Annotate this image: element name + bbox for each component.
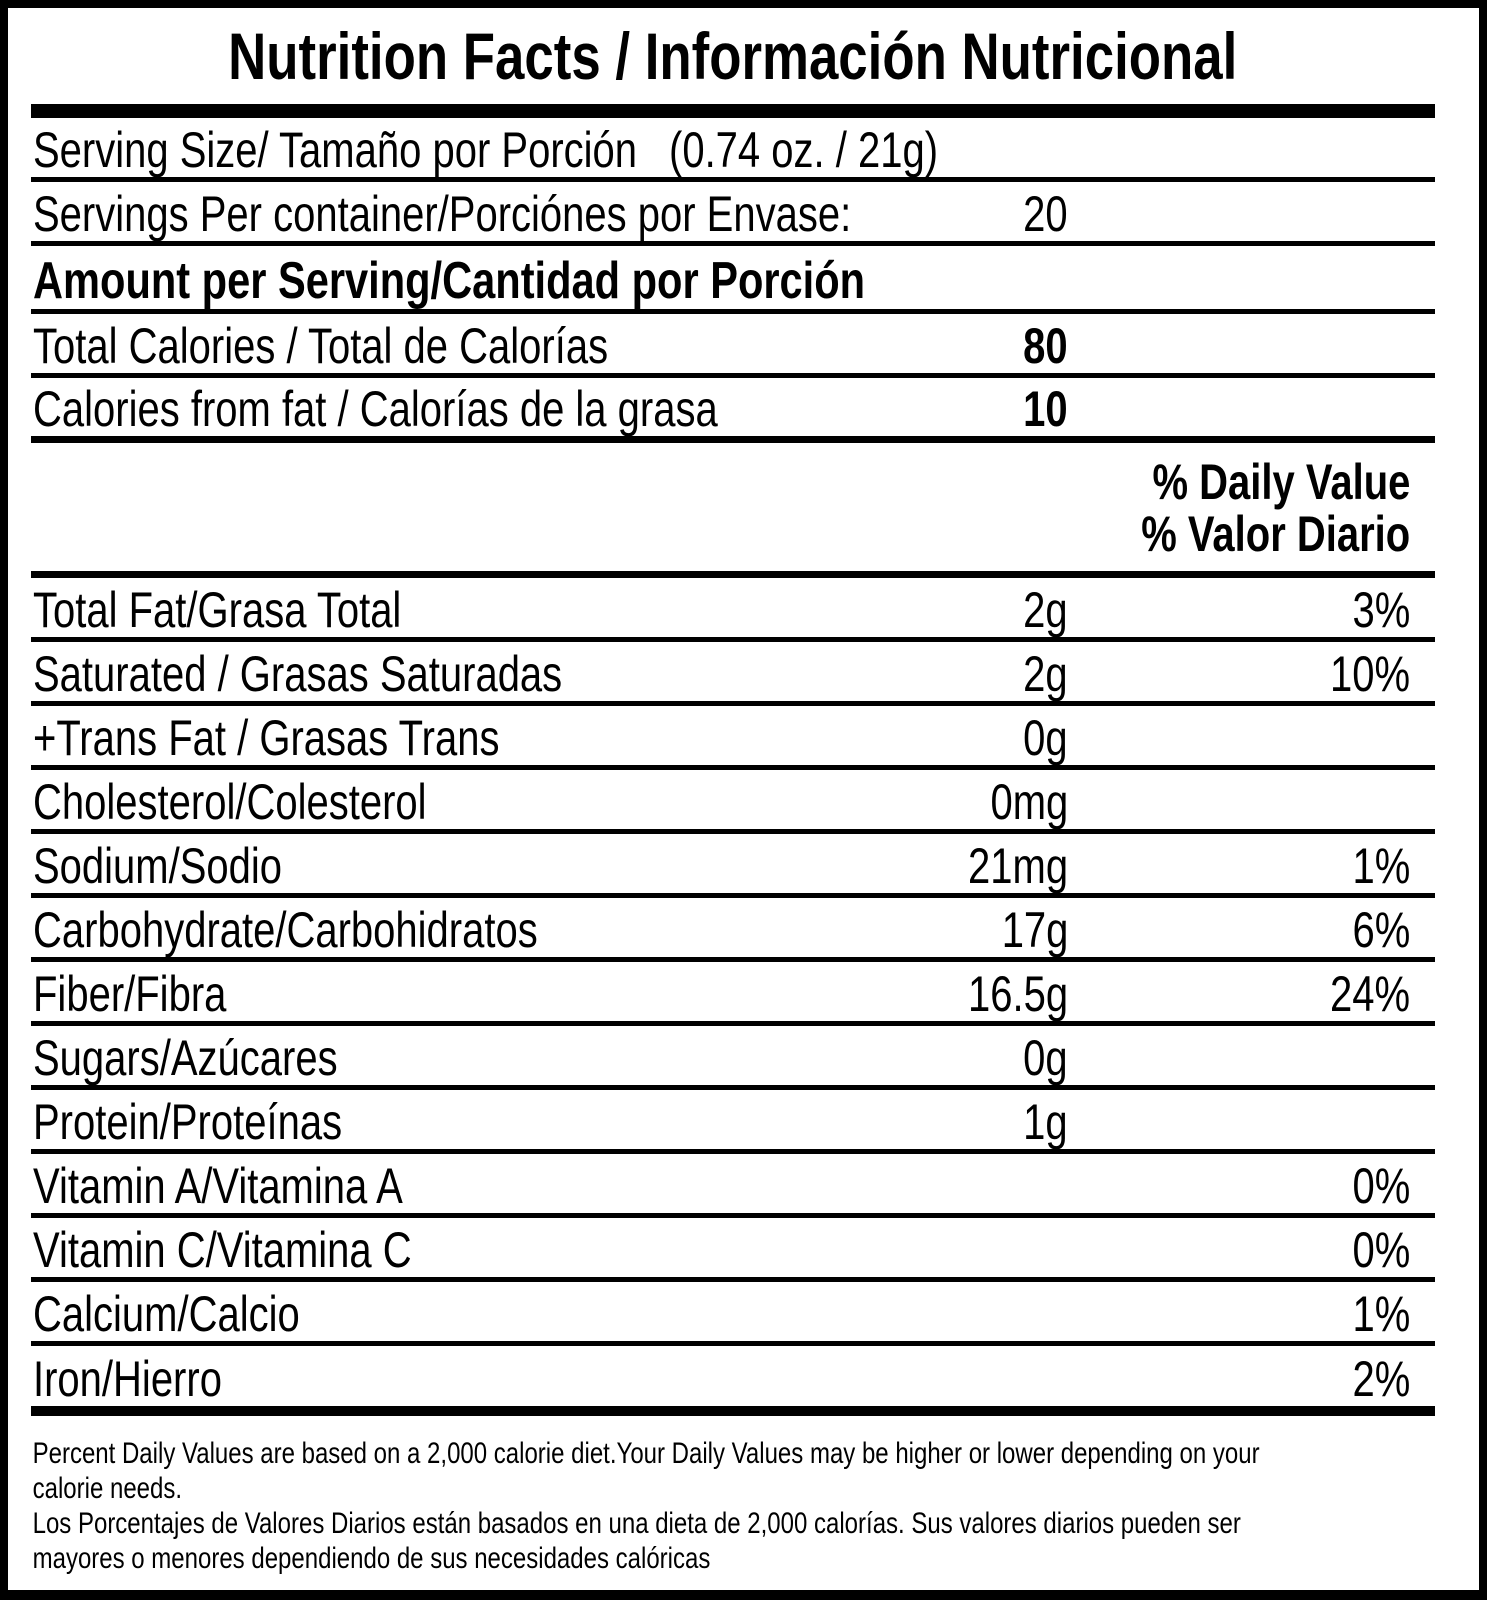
nutrient-label: Vitamin A/Vitamina A: [33, 1158, 403, 1214]
servings-per-container-row: Servings Per container/Porciónes por Env…: [31, 182, 1435, 246]
nutrient-daily-value: 6%: [1352, 902, 1410, 958]
servings-per-container-label: Servings Per container/Porciónes por Env…: [33, 186, 852, 242]
nutrient-label: Saturated / Grasas Saturadas: [33, 646, 563, 702]
nutrient-label: Cholesterol/Colesterol: [33, 774, 427, 830]
nutrient-daily-value: 0%: [1352, 1158, 1410, 1214]
nutrient-row-iron: Iron/Hierro 2%: [31, 1346, 1435, 1416]
nutrient-row-cholesterol: Cholesterol/Colesterol 0mg: [31, 770, 1435, 834]
label-title-row: Nutrition Facts / Información Nutriciona…: [31, 8, 1435, 104]
nutrient-amount: 2g: [1023, 646, 1069, 702]
nutrient-row-trans-fat: +Trans Fat / Grasas Trans 0g: [31, 706, 1435, 770]
daily-value-header-block: % Daily Value % Valor Diario: [31, 443, 1435, 578]
nutrient-row-saturated-fat: Saturated / Grasas Saturadas 2g 10%: [31, 642, 1435, 706]
nutrient-label: Total Fat/Grasa Total: [33, 582, 402, 638]
nutrient-amount: 2g: [1023, 582, 1069, 638]
daily-value-footnote: Percent Daily Values are based on a 2,00…: [31, 1416, 1435, 1590]
nutrient-row-calcium: Calcium/Calcio 1%: [31, 1282, 1435, 1346]
nutrient-amount: 0mg: [990, 774, 1068, 830]
amount-per-serving-header: Amount per Serving/Cantidad por Porción: [33, 252, 866, 310]
nutrient-label: Carbohydrate/Carbohidratos: [33, 902, 538, 958]
calories-from-fat-value: 10: [1023, 381, 1069, 437]
nutrient-label: Calcium/Calcio: [33, 1286, 300, 1342]
daily-value-header-en: % Daily Value: [1152, 454, 1410, 510]
nutrient-daily-value: 0%: [1352, 1222, 1410, 1278]
label-title: Nutrition Facts / Información Nutriciona…: [228, 19, 1238, 93]
label-content: Nutrition Facts / Información Nutriciona…: [31, 8, 1435, 1590]
nutrient-row-total-fat: Total Fat/Grasa Total 2g 3%: [31, 578, 1435, 642]
nutrient-daily-value: 3%: [1352, 582, 1410, 638]
nutrient-label: Sugars/Azúcares: [33, 1030, 338, 1086]
nutrient-row-vitamin-c: Vitamin C/Vitamina C 0%: [31, 1218, 1435, 1282]
amount-per-serving-header-row: Amount per Serving/Cantidad por Porción: [31, 246, 1435, 314]
nutrient-label: +Trans Fat / Grasas Trans: [33, 710, 500, 766]
footnote-line: Los Porcentajes de Valores Diarios están…: [32, 1507, 1241, 1540]
serving-size-label: Serving Size/ Tamaño por Porción: [33, 122, 638, 178]
total-calories-label: Total Calories / Total de Calorías: [33, 318, 609, 374]
calories-from-fat-row: Calories from fat / Calorías de la grasa…: [31, 378, 1435, 443]
nutrient-label: Iron/Hierro: [33, 1351, 222, 1407]
nutrient-row-vitamin-a: Vitamin A/Vitamina A 0%: [31, 1154, 1435, 1218]
total-calories-row: Total Calories / Total de Calorías 80: [31, 314, 1435, 378]
nutrient-amount: 1g: [1023, 1094, 1069, 1150]
serving-size-value: (0.74 oz. / 21g): [669, 122, 939, 178]
nutrient-daily-value: 1%: [1352, 838, 1410, 894]
nutrient-row-fiber: Fiber/Fibra 16.5g 24%: [31, 962, 1435, 1026]
serving-size-row: Serving Size/ Tamaño por Porción (0.74 o…: [31, 118, 1435, 182]
nutrient-row-sugars: Sugars/Azúcares 0g: [31, 1026, 1435, 1090]
nutrient-row-protein: Protein/Proteínas 1g: [31, 1090, 1435, 1154]
nutrient-amount: 16.5g: [967, 966, 1068, 1022]
nutrient-label: Sodium/Sodio: [33, 838, 283, 894]
calories-from-fat-label: Calories from fat / Calorías de la grasa: [33, 381, 718, 437]
nutrient-label: Protein/Proteínas: [33, 1094, 343, 1150]
nutrient-label: Fiber/Fibra: [33, 966, 227, 1022]
nutrient-daily-value: 10%: [1329, 646, 1410, 702]
nutrient-label: Vitamin C/Vitamina C: [33, 1222, 412, 1278]
nutrient-amount: 0g: [1023, 710, 1069, 766]
title-separator-bar: [31, 104, 1435, 118]
footnote-line: calorie needs.: [32, 1472, 183, 1505]
footnote-line: Percent Daily Values are based on a 2,00…: [32, 1437, 1260, 1470]
daily-value-header-es: % Valor Diario: [1141, 506, 1410, 562]
nutrient-daily-value: 1%: [1352, 1286, 1410, 1342]
total-calories-value: 80: [1023, 318, 1069, 374]
nutrient-row-carbohydrate: Carbohydrate/Carbohidratos 17g 6%: [31, 898, 1435, 962]
nutrient-daily-value: 2%: [1352, 1351, 1410, 1407]
nutrient-amount: 17g: [1001, 902, 1068, 958]
nutrient-amount: 21mg: [967, 838, 1068, 894]
servings-per-container-value: 20: [1023, 186, 1069, 242]
nutrient-row-sodium: Sodium/Sodio 21mg 1%: [31, 834, 1435, 898]
footnote-line: mayores o menores dependiendo de sus nec…: [32, 1542, 711, 1575]
nutrient-daily-value: 24%: [1329, 966, 1410, 1022]
nutrient-amount: 0g: [1023, 1030, 1069, 1086]
